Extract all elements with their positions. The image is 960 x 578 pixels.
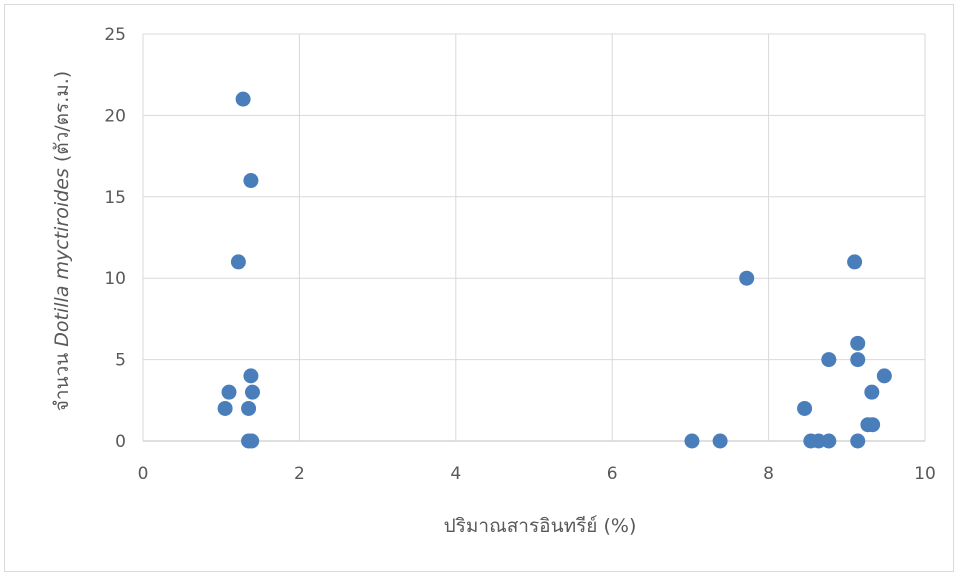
data-point xyxy=(244,384,260,400)
data-point xyxy=(230,254,246,270)
data-point xyxy=(244,433,260,449)
data-point xyxy=(865,417,881,433)
y-tick-label: 0 xyxy=(115,432,126,452)
data-point xyxy=(739,270,755,286)
y-tick-label: 20 xyxy=(104,106,126,126)
data-point xyxy=(712,433,728,449)
data-point xyxy=(850,352,866,368)
y-tick-label: 15 xyxy=(104,188,126,208)
y-tick-label: 25 xyxy=(104,25,126,45)
x-tick-label: 10 xyxy=(914,464,936,484)
data-point xyxy=(243,368,259,384)
data-point xyxy=(217,400,233,416)
data-point xyxy=(235,91,251,107)
data-point xyxy=(241,400,257,416)
tick-labels: 0 5 10 15 20 25 0 2 4 6 8 10 xyxy=(104,25,935,484)
data-point xyxy=(243,173,259,189)
y-tick-label: 5 xyxy=(115,351,126,371)
data-point xyxy=(221,384,237,400)
x-tick-label: 0 xyxy=(138,464,149,484)
data-points xyxy=(217,91,892,449)
chart-frame: 0 5 10 15 20 25 0 2 4 6 8 10 ปริมาณสารอินทรีย์ (%) … xyxy=(4,4,954,572)
y-axis-title-prefix: จำนวน xyxy=(51,347,73,412)
y-tick-label: 10 xyxy=(104,269,126,289)
data-point xyxy=(864,384,880,400)
y-axis-title-unit: (ตัว/ตร.ม.) xyxy=(51,71,73,168)
data-point xyxy=(821,352,837,368)
data-point xyxy=(821,433,837,449)
data-point xyxy=(847,254,863,270)
data-point xyxy=(684,433,700,449)
gridlines xyxy=(142,33,926,442)
y-axis-title: จำนวน Dotilla myctiroides (ตัว/ตร.ม.) xyxy=(51,71,73,411)
x-tick-label: 8 xyxy=(763,464,774,484)
data-point xyxy=(797,400,813,416)
data-point xyxy=(876,368,892,384)
x-axis-title: ปริมาณสารอินทรีย์ (%) xyxy=(444,515,637,537)
x-tick-label: 6 xyxy=(607,464,618,484)
x-tick-label: 4 xyxy=(450,464,461,484)
x-tick-label: 2 xyxy=(294,464,305,484)
data-point xyxy=(850,433,866,449)
y-axis-title-species: Dotilla myctiroides xyxy=(51,168,73,347)
data-point xyxy=(850,335,866,351)
